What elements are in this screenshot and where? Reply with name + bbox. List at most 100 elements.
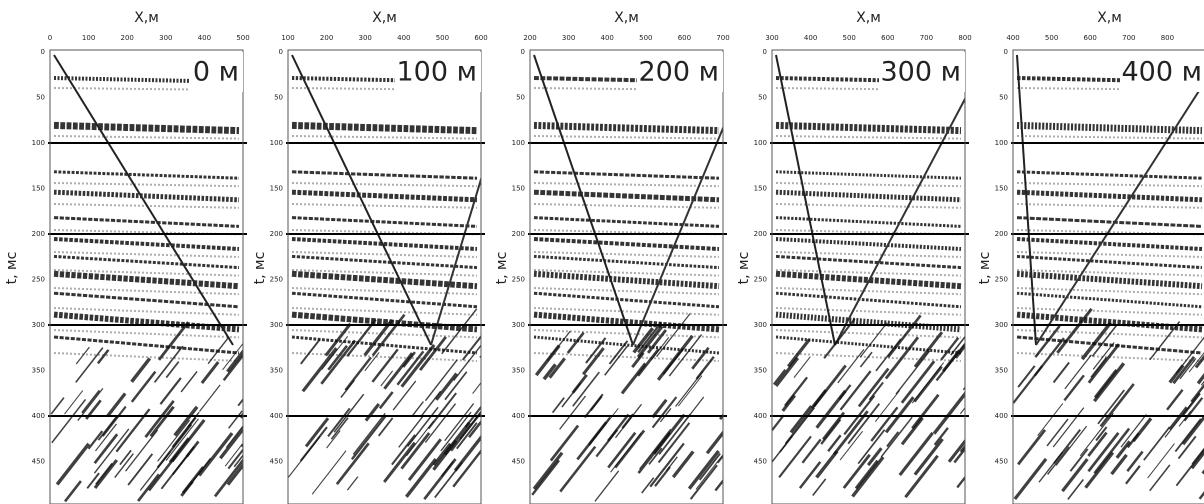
reflector bbox=[775, 121, 962, 135]
noise-stroke bbox=[165, 361, 180, 379]
noise-stroke bbox=[887, 314, 922, 358]
noise-stroke bbox=[1052, 361, 1070, 384]
noise-stroke bbox=[614, 403, 643, 439]
noise-stroke bbox=[959, 444, 965, 453]
noise-stroke bbox=[1099, 383, 1135, 428]
noise-stroke bbox=[81, 389, 101, 414]
noise-stroke bbox=[226, 462, 243, 486]
noise-stroke bbox=[687, 396, 705, 418]
noise-stroke bbox=[1067, 478, 1084, 500]
reflector bbox=[533, 189, 720, 203]
y-tick-label: 200 bbox=[32, 230, 45, 238]
x-tick-label: 500 bbox=[1045, 34, 1058, 42]
noise-stroke bbox=[330, 417, 349, 440]
noise-stroke bbox=[96, 349, 110, 365]
noise-stroke bbox=[411, 401, 424, 417]
reflector-ghost bbox=[53, 135, 240, 140]
panel: 0 м X,м 0 100 200 300 400 500 0 50 100 150 200 250 300… bbox=[4, 10, 250, 504]
y-tick-label: 300 bbox=[995, 321, 1008, 329]
noise-stroke bbox=[671, 450, 695, 479]
reflector-ghost bbox=[291, 269, 478, 277]
x-tick-label: 400 bbox=[601, 34, 614, 42]
reflector bbox=[775, 270, 962, 290]
direct-wave bbox=[430, 175, 481, 346]
reflector-ghost bbox=[291, 87, 478, 91]
offset-label: 0 м bbox=[193, 57, 239, 88]
noise-stroke bbox=[639, 428, 672, 470]
reflector bbox=[291, 216, 478, 228]
reflector bbox=[291, 170, 478, 180]
reflector bbox=[775, 254, 962, 270]
noise-stroke bbox=[851, 456, 885, 498]
reflector bbox=[1016, 270, 1203, 290]
reflector-ghost bbox=[533, 352, 720, 362]
reflector bbox=[775, 291, 962, 309]
noise-stroke bbox=[1061, 458, 1089, 493]
noise-stroke bbox=[228, 410, 243, 429]
noise-stroke bbox=[1190, 450, 1204, 470]
noise-stroke bbox=[1080, 321, 1113, 361]
x-tick-label: 400 bbox=[1006, 34, 1019, 42]
noise-stroke bbox=[657, 422, 691, 464]
noise-stroke bbox=[1131, 417, 1153, 443]
noise-stroke bbox=[396, 350, 425, 386]
noise-stroke bbox=[173, 405, 199, 437]
reflector-ghost bbox=[1016, 87, 1203, 91]
reflector bbox=[53, 216, 240, 228]
reflector-ghost bbox=[533, 287, 720, 296]
reflector-ghost bbox=[53, 251, 240, 258]
noise-stroke bbox=[532, 451, 564, 490]
noise-stroke bbox=[781, 394, 796, 412]
reflector-ghost bbox=[291, 329, 478, 339]
noise-stroke bbox=[895, 350, 931, 395]
noise-stroke bbox=[884, 396, 915, 434]
reflector bbox=[53, 170, 240, 180]
noise-stroke bbox=[93, 433, 119, 465]
noise-stroke bbox=[1168, 364, 1185, 384]
noise-stroke bbox=[822, 411, 845, 441]
noise-stroke bbox=[866, 447, 883, 467]
noise-stroke bbox=[383, 441, 416, 483]
x-tick-label: 600 bbox=[881, 34, 894, 42]
noise-stroke bbox=[64, 480, 82, 503]
noise-stroke bbox=[857, 429, 886, 465]
noise-stroke bbox=[531, 459, 560, 496]
noise-stroke bbox=[64, 390, 84, 415]
label-box bbox=[189, 52, 243, 92]
x-axis-title: X,м bbox=[372, 10, 397, 26]
reflector-ghost bbox=[775, 203, 962, 209]
noise-stroke bbox=[911, 393, 940, 430]
noise-stroke bbox=[714, 478, 723, 492]
noise-stroke bbox=[153, 345, 184, 383]
x-tick-label: 200 bbox=[523, 34, 536, 42]
reflector bbox=[291, 311, 478, 333]
panel: 400 м X,м 400 500 600 700 800 0 50 100 150 200 250 30… bbox=[977, 10, 1204, 504]
y-tick-label: 250 bbox=[270, 276, 283, 284]
y-tick-label: 100 bbox=[270, 139, 283, 147]
reflector-ghost bbox=[53, 287, 240, 296]
noise-stroke bbox=[837, 348, 865, 384]
noise-stroke bbox=[942, 349, 961, 373]
noise-stroke bbox=[637, 321, 663, 353]
noise-stroke bbox=[859, 351, 873, 368]
reflector-ghost bbox=[533, 251, 720, 258]
noise-stroke bbox=[456, 422, 478, 450]
noise-stroke bbox=[559, 445, 597, 493]
panel-frame bbox=[287, 49, 482, 504]
noise-stroke bbox=[772, 368, 787, 386]
noise-stroke bbox=[324, 322, 352, 357]
noise-stroke bbox=[548, 357, 566, 379]
noise-stroke bbox=[344, 356, 372, 391]
noise-stroke bbox=[97, 414, 119, 441]
offset-label: 100 м bbox=[397, 57, 478, 88]
reflector-ghost bbox=[775, 182, 962, 188]
reflector bbox=[1016, 291, 1203, 309]
noise-stroke bbox=[641, 477, 655, 494]
noise-stroke bbox=[847, 403, 881, 445]
reflector bbox=[291, 270, 478, 290]
reflector-ghost bbox=[53, 329, 240, 339]
noise-stroke bbox=[687, 449, 720, 490]
reflector-ghost bbox=[53, 182, 240, 188]
noise-stroke bbox=[1069, 448, 1089, 472]
noise-stroke bbox=[542, 363, 557, 381]
